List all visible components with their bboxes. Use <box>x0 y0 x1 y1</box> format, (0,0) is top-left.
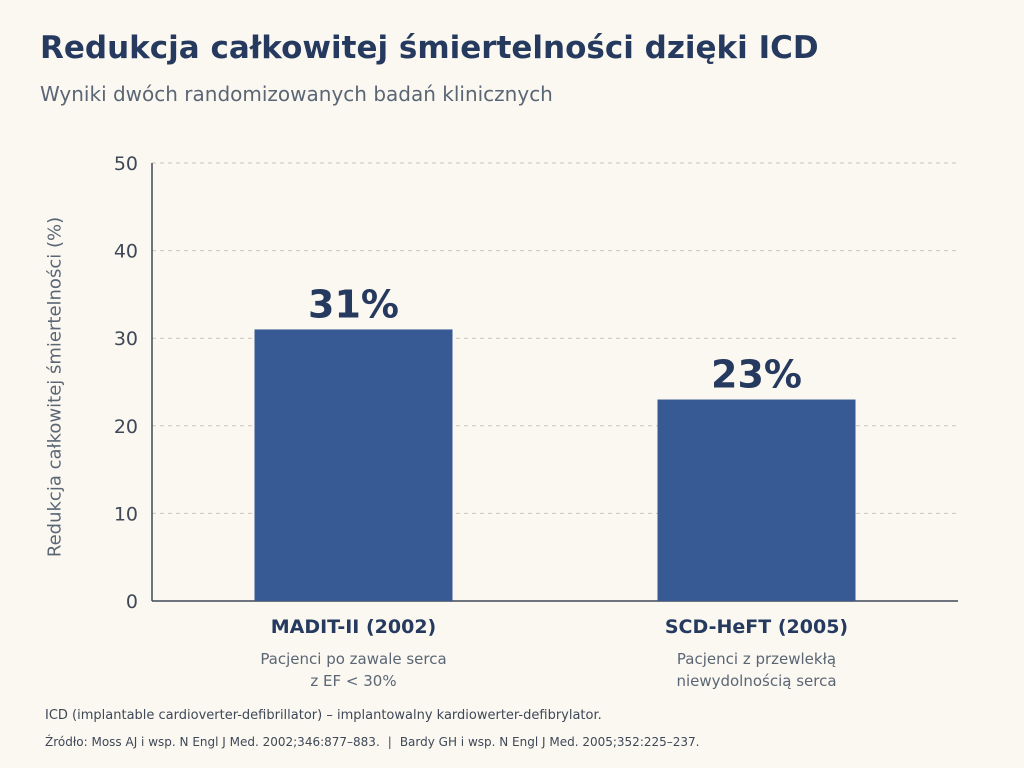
y-tick-label: 40 <box>114 241 138 263</box>
category-madit-ii: MADIT-II (2002) Pacjenci po zawale serca… <box>194 616 514 692</box>
y-tick-label: 0 <box>126 591 138 613</box>
source-prefix: Źródło: <box>45 735 88 749</box>
category-description-line: z EF < 30% <box>310 672 397 690</box>
category-description: Pacjenci z przewlekłą niewydolnością ser… <box>597 648 917 692</box>
category-description-line: Pacjenci po zawale serca <box>260 650 447 668</box>
category-description-line: niewydolnością serca <box>676 672 837 690</box>
category-description-line: Pacjenci z przewlekłą <box>676 650 837 668</box>
bar <box>657 399 856 601</box>
source-separator: | <box>387 735 392 749</box>
chart-title: Redukcja całkowitej śmiertelności dzięki… <box>40 30 819 66</box>
category-scd-heft: SCD-HeFT (2005) Pacjenci z przewlekłą ni… <box>597 616 917 692</box>
bar-chart: 0 10 20 30 40 50 31% 23% <box>114 153 958 613</box>
y-tick-label: 30 <box>114 328 138 350</box>
bar-value-label: 31% <box>308 282 399 326</box>
footnote: ICD (implantable cardioverter-defibrilla… <box>45 708 602 723</box>
bar <box>254 329 453 601</box>
y-axis-label: Redukcja całkowitej śmiertelności (%) <box>44 216 66 558</box>
bar-value-label: 23% <box>711 353 802 397</box>
category-description: Pacjenci po zawale serca z EF < 30% <box>194 648 514 692</box>
category-label: SCD-HeFT (2005) <box>664 616 849 638</box>
source-2: Bardy GH i wsp. N Engl J Med. 2005;352:2… <box>399 735 700 749</box>
source-1: Moss AJ i wsp. N Engl J Med. 2002;346:87… <box>91 735 380 749</box>
source-citation: Źródło: Moss AJ i wsp. N Engl J Med. 200… <box>45 735 699 749</box>
y-tick-label: 10 <box>114 503 138 525</box>
category-label: MADIT-II (2002) <box>270 616 437 638</box>
chart-subtitle: Wyniki dwóch randomizowanych badań klini… <box>40 82 553 106</box>
y-tick-label: 50 <box>114 153 138 175</box>
y-tick-label: 20 <box>114 416 138 438</box>
